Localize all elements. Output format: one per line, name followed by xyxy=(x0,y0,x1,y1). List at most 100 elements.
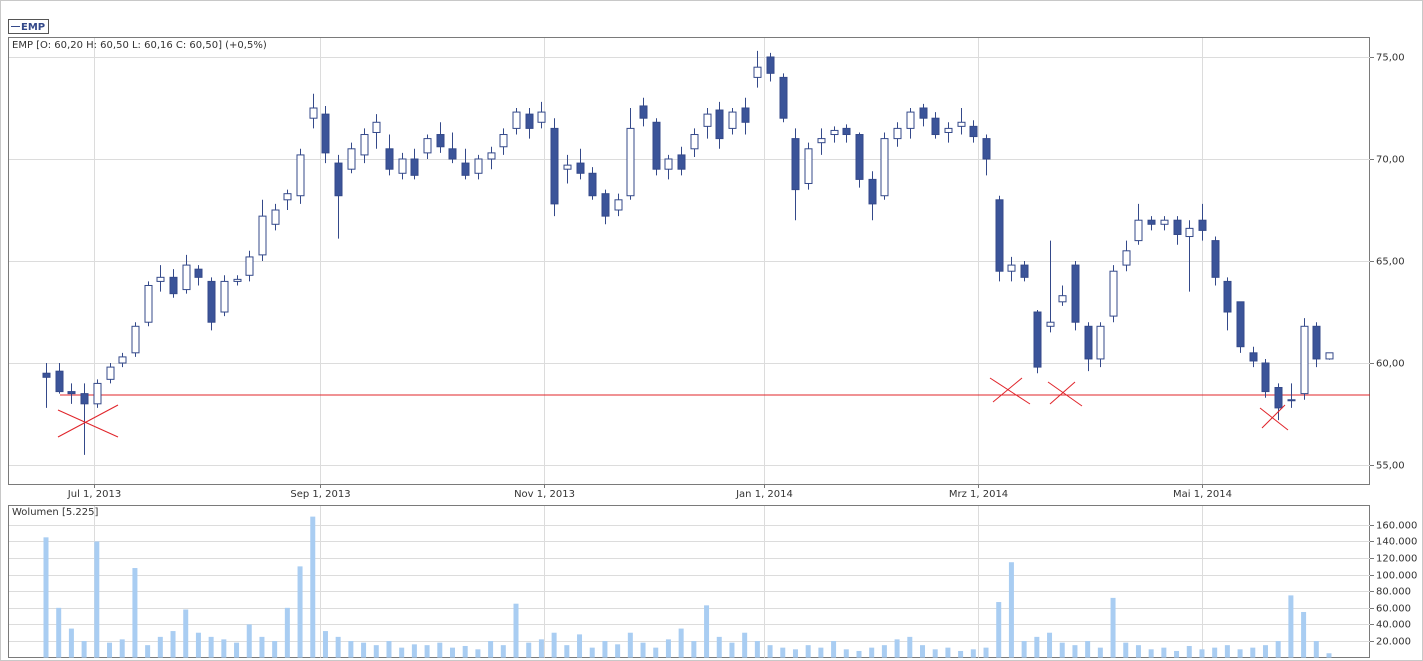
volume-panel xyxy=(8,505,1370,658)
volume-bar xyxy=(234,642,240,658)
volume-bar xyxy=(513,603,519,658)
candle-body xyxy=(563,164,572,170)
x-tick-label: Jan 1, 2014 xyxy=(735,489,793,500)
candle-body xyxy=(118,356,127,364)
volume-bar xyxy=(43,537,49,658)
candle-body xyxy=(791,138,800,191)
candle-body xyxy=(576,162,585,174)
candle-body xyxy=(1325,352,1334,360)
candle-body xyxy=(715,109,724,140)
candle-body xyxy=(1300,325,1309,395)
candle-body xyxy=(1236,301,1245,348)
candle-body xyxy=(893,127,902,140)
candle-body xyxy=(245,256,254,276)
volume-bar xyxy=(869,647,875,658)
cross-mark xyxy=(1259,407,1289,431)
candle-body xyxy=(55,370,64,393)
candle-body xyxy=(804,148,813,184)
candle-body xyxy=(550,127,559,205)
candle-body xyxy=(106,366,115,380)
volume-bar xyxy=(1097,647,1103,658)
volume-bar xyxy=(246,624,252,658)
volume-bar xyxy=(996,602,1002,658)
x-tick-label: Nov 1, 2013 xyxy=(514,489,575,500)
volume-bar xyxy=(475,649,481,658)
volume-bar xyxy=(259,636,265,658)
volume-bar xyxy=(716,636,722,658)
x-tick-label: Mrz 1, 2014 xyxy=(949,489,1008,500)
candle-body xyxy=(461,162,470,176)
candle-body xyxy=(703,113,712,127)
y-tick-label: 60.000 xyxy=(1376,604,1411,615)
candle-body xyxy=(1274,387,1283,409)
volume-bar xyxy=(500,645,506,658)
x-tick-label: Sep 1, 2013 xyxy=(290,489,350,500)
candle-body xyxy=(182,264,191,291)
volume-bar xyxy=(653,647,659,658)
volume-bar xyxy=(1085,641,1091,658)
volume-bar xyxy=(627,632,633,658)
candle-body xyxy=(1160,219,1169,225)
volume-bar xyxy=(284,607,290,658)
volume-bar xyxy=(691,641,697,658)
candle-body xyxy=(1287,399,1296,402)
candle-body xyxy=(766,56,775,74)
candle-body xyxy=(169,276,178,295)
volume-bar xyxy=(107,642,113,658)
volume-bar xyxy=(1174,650,1180,658)
volume-bar xyxy=(272,641,278,658)
volume-bar xyxy=(704,605,710,658)
candle-body xyxy=(296,154,305,197)
volume-bar xyxy=(792,649,798,658)
candle-body xyxy=(1147,219,1156,225)
volume-bar xyxy=(195,632,201,658)
candle-body xyxy=(855,134,864,180)
cross-mark xyxy=(1261,404,1286,429)
volume-bar xyxy=(665,639,671,658)
candle-body xyxy=(1071,264,1080,323)
candle-body xyxy=(537,111,546,123)
volume-bar xyxy=(145,645,151,658)
candle-body xyxy=(144,284,153,323)
candle-body xyxy=(271,209,280,225)
volume-bar xyxy=(1059,642,1065,658)
candle-body xyxy=(207,280,216,323)
candle-body xyxy=(398,158,407,174)
volume-bar xyxy=(1008,562,1014,658)
y-tick-label: 65,00 xyxy=(1376,257,1405,268)
volume-bar xyxy=(577,634,583,658)
candle-body xyxy=(817,138,826,144)
volume-bar xyxy=(551,632,557,658)
volume-bar xyxy=(183,609,189,658)
candle-body xyxy=(1033,311,1042,368)
candle-body xyxy=(1173,219,1182,235)
candle-body xyxy=(677,154,686,170)
volume-bar xyxy=(958,650,964,658)
candle-body xyxy=(1084,325,1093,360)
candle-body xyxy=(131,325,140,354)
volume-bar xyxy=(1262,645,1268,658)
candle-body xyxy=(868,178,877,205)
candle-body xyxy=(436,134,445,148)
volume-bar xyxy=(640,642,646,658)
volume-bar xyxy=(56,607,62,658)
candle-body xyxy=(982,138,991,160)
volume-bar xyxy=(1110,597,1116,658)
volume-bar xyxy=(538,639,544,658)
volume-bar xyxy=(1135,645,1141,658)
legend-box xyxy=(8,19,49,34)
candle-body xyxy=(1249,352,1258,362)
legend-label: EMP xyxy=(21,22,45,33)
volume-bar xyxy=(602,641,608,658)
volume-bar xyxy=(361,642,367,658)
cross-mark xyxy=(57,409,119,438)
candle-body xyxy=(309,107,318,119)
volume-bar xyxy=(780,647,786,658)
volume-bar xyxy=(1301,611,1307,658)
candle-body xyxy=(995,199,1004,272)
candle-body xyxy=(728,111,737,129)
candle-body xyxy=(258,215,267,256)
cross-mark xyxy=(992,377,1023,403)
y-tick-label: 120.000 xyxy=(1376,554,1417,565)
